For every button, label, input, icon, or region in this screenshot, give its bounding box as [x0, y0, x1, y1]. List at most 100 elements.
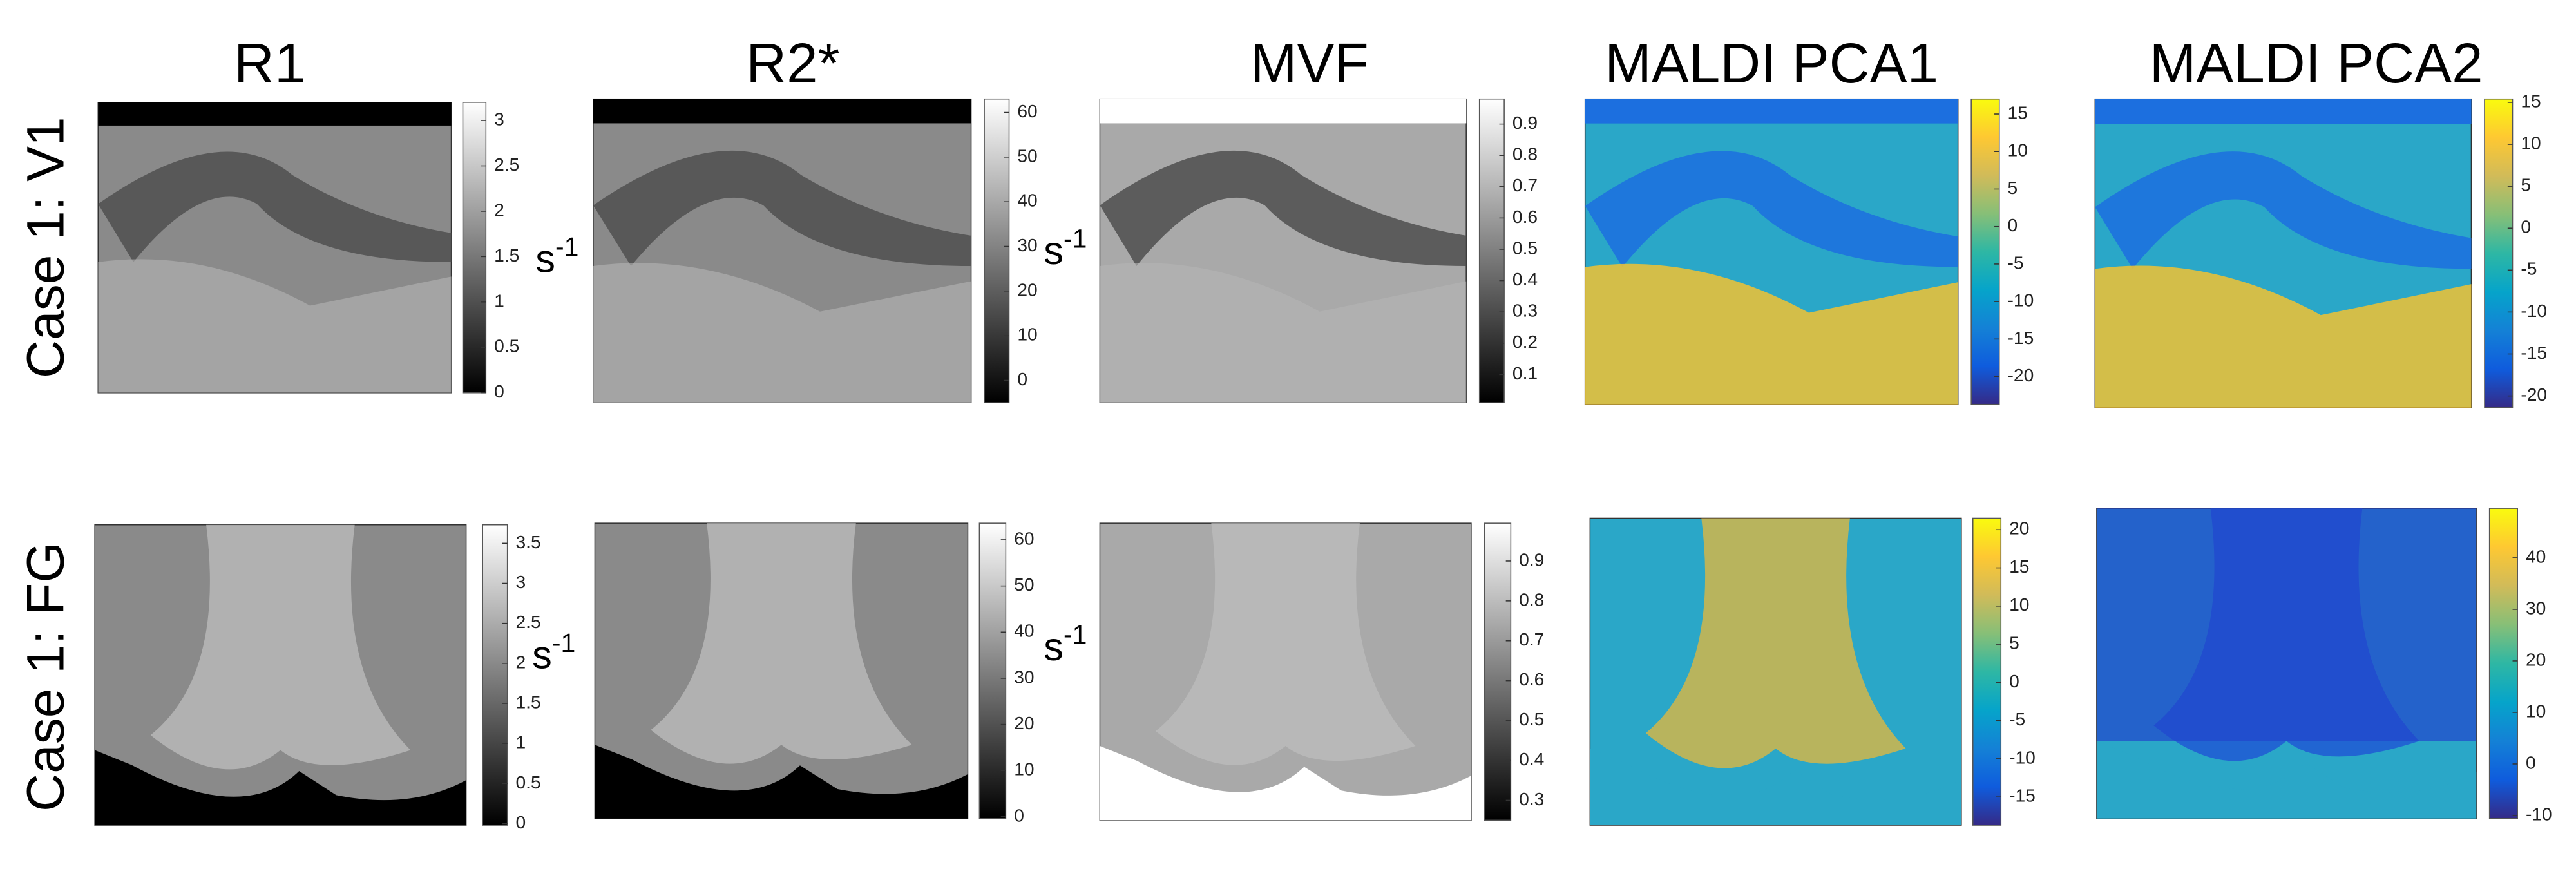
colorbar-tick-label: 1	[494, 290, 504, 310]
image-band	[98, 151, 452, 262]
colorbar-tick-label: 2.5	[515, 611, 540, 632]
image-band	[593, 150, 971, 266]
image-top	[1585, 99, 1958, 124]
colorbar	[2488, 508, 2518, 819]
image-region	[1156, 523, 1416, 765]
column-title: R1	[234, 32, 305, 95]
colorbar-tick-label: 0.4	[1512, 269, 1538, 289]
image-background-tint	[2096, 508, 2477, 741]
colorbar-tick-label: -5	[2008, 252, 2024, 272]
colorbar-tick-label: 1.5	[515, 691, 540, 712]
image-band	[1100, 150, 1467, 266]
unit-label: s-1	[532, 628, 575, 678]
colorbar-tick-label: 10	[2521, 132, 2541, 153]
colorbar-tick-label: 40	[1017, 190, 1037, 211]
colorbar-tick-label: 0.6	[1512, 206, 1538, 227]
colorbar-tick-label: 0.3	[1519, 788, 1544, 809]
colorbar-tick-label: 0	[1014, 805, 1024, 825]
colorbar-tick-label: 0.8	[1519, 589, 1544, 609]
colorbar-tick-label: 0	[494, 381, 504, 401]
image-panel	[94, 524, 467, 826]
colorbar-tick-label: 2	[515, 651, 526, 672]
colorbar-tick-label: 40	[2526, 546, 2546, 566]
colorbar-tick-label: 0.7	[1519, 629, 1544, 649]
column-title: MALDI PCA1	[1605, 32, 1938, 95]
colorbar-tick-label: -20	[2008, 365, 2034, 385]
colorbar	[978, 522, 1007, 819]
colorbar-tick-label: -10	[2521, 300, 2547, 321]
image-bottom	[595, 745, 968, 819]
image-panel	[2094, 98, 2472, 408]
image-top	[1100, 99, 1467, 124]
unit-label: s-1	[1044, 620, 1087, 669]
image-region	[1585, 263, 1958, 405]
unit-base: s	[535, 237, 555, 282]
colorbar-tick-label: 0.9	[1519, 549, 1544, 569]
colorbar-tick-label: 60	[1017, 100, 1037, 121]
colorbar-tick-label: 0.6	[1519, 669, 1544, 689]
colorbar-tick-label: 0.5	[1512, 237, 1538, 258]
image-bottom	[2096, 741, 2477, 819]
colorbar-tick-label: 0.2	[1512, 331, 1538, 352]
unit-label: s-1	[535, 232, 578, 282]
colorbar-tick-label: 0.3	[1512, 300, 1538, 321]
row-label: Case 1: V1	[16, 117, 75, 379]
image-panel	[1099, 98, 1467, 403]
colorbar-tick-label: -5	[2009, 709, 2025, 729]
colorbar-tick-label: 5	[2008, 177, 2018, 198]
unit-exponent: -1	[1064, 620, 1087, 649]
colorbar-tick-label: 0	[2008, 215, 2018, 235]
colorbar-tick-label: 10	[1017, 324, 1037, 345]
colorbar	[1972, 517, 2002, 826]
colorbar-tick-label: 10	[2009, 594, 2029, 615]
colorbar-tick-label: 30	[1014, 666, 1034, 687]
colorbar-tick-label: -10	[2008, 290, 2034, 310]
image-region	[1645, 518, 1906, 768]
colorbar-tick-label: 5	[2521, 175, 2531, 195]
colorbar	[482, 524, 508, 826]
image-top	[2095, 99, 2472, 124]
image-region	[651, 523, 912, 764]
image-bottom	[1590, 748, 1961, 826]
colorbar	[1478, 98, 1505, 403]
colorbar-tick-label: -15	[2521, 342, 2547, 363]
colorbar-tick-label: 2.5	[494, 154, 519, 175]
colorbar-tick-label: 20	[1014, 712, 1034, 733]
colorbar-tick-label: -20	[2521, 384, 2547, 405]
unit-base: s	[532, 633, 552, 678]
unit-exponent: -1	[555, 232, 578, 262]
unit-exponent: -1	[552, 628, 575, 658]
image-bottom	[95, 750, 466, 826]
unit-exponent: -1	[1064, 224, 1087, 253]
image-region	[150, 524, 411, 770]
unit-label: s-1	[1044, 224, 1087, 273]
colorbar-tick-label: 0	[2009, 671, 2019, 691]
colorbar	[984, 98, 1010, 403]
colorbar-tick-label: 5	[2009, 633, 2019, 653]
colorbar-tick-label: 50	[1014, 574, 1034, 595]
colorbar-tick-label: 0.5	[515, 772, 540, 792]
colorbar-tick-label: 0.5	[1519, 709, 1544, 729]
colorbar-tick-label: 10	[1014, 759, 1034, 779]
colorbar-tick-label: -10	[2009, 747, 2036, 767]
column-title: MVF	[1250, 32, 1369, 95]
colorbar-tick-label: 0	[2521, 216, 2531, 237]
colorbar-tick-label: 0.5	[494, 336, 519, 356]
image-top	[98, 102, 452, 126]
colorbar-tick-label: 3.5	[515, 531, 540, 552]
unit-base: s	[1044, 229, 1064, 273]
colorbar-tick-label: 60	[1014, 528, 1034, 548]
row-label: Case 1: FG	[16, 542, 75, 812]
image-panel	[1584, 98, 1959, 405]
colorbar-tick-label: 0.8	[1512, 144, 1538, 164]
colorbar-tick-label: 3	[494, 108, 504, 129]
colorbar-tick-label: 1	[515, 732, 526, 752]
column-title: R2*	[746, 32, 839, 95]
colorbar-tick-label: -15	[2008, 327, 2034, 348]
colorbar-tick-label: 15	[2521, 90, 2541, 111]
colorbar-tick-label: 15	[2009, 556, 2029, 577]
colorbar-tick-label: 2	[494, 199, 504, 220]
image-panel	[97, 102, 452, 394]
